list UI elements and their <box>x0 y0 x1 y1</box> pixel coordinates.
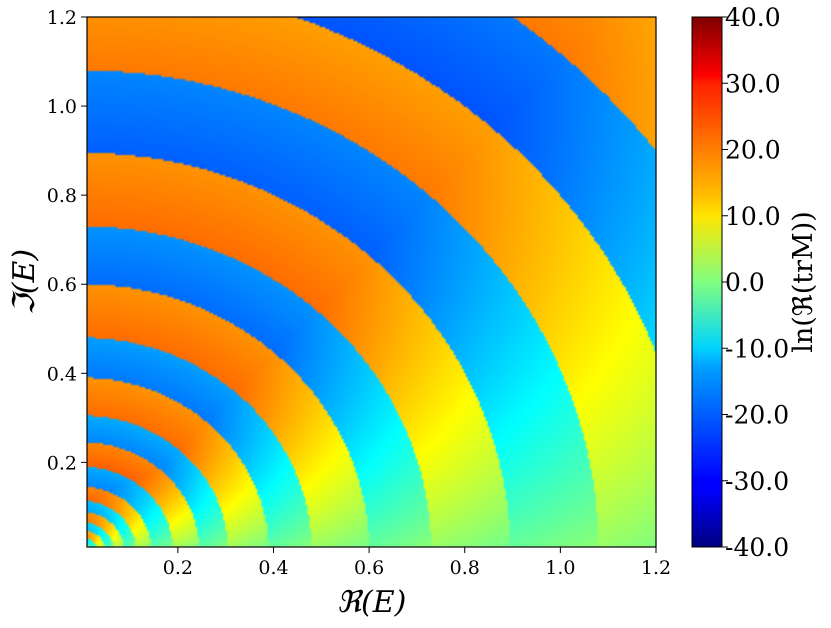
colorbar-ticks: -40.0 -30.0 -20.0 -10.0 0.0 10.0 20.0 30.0 40.0 <box>722 3 789 562</box>
y-tick-label: 0.2 <box>47 452 77 474</box>
x-tick-label: 1.2 <box>641 557 671 579</box>
colorbar-gradient <box>691 16 723 548</box>
x-axis: 0.2 0.4 0.6 0.8 1.0 1.2 <box>163 547 671 579</box>
colorbar-label: ln(ℜ(trM)) <box>788 211 819 353</box>
x-tick-label: 0.2 <box>163 557 193 579</box>
y-tick-label: 0.6 <box>47 274 77 296</box>
colorbar-tick-label: 30.0 <box>725 69 781 98</box>
colorbar: -40.0-30.0-20.0-10.00.010.020.030.040.0 … <box>691 3 819 562</box>
x-axis-label: ℜ(E) <box>337 585 407 620</box>
plot-frame <box>86 16 657 548</box>
colorbar-tick-label: -20.0 <box>725 401 789 430</box>
y-tick-label: 0.4 <box>47 363 77 385</box>
plot-area <box>86 16 657 548</box>
colorbar-tick-label: 0.0 <box>725 268 765 297</box>
colorbar-tick-label: -40.0 <box>725 533 789 562</box>
x-tick-label: 1.0 <box>545 557 575 579</box>
y-axis-label: ℑ(E) <box>7 249 42 315</box>
y-tick-label: 1.2 <box>47 7 77 29</box>
x-tick-label: 0.4 <box>258 557 288 579</box>
y-tick-label: 1.0 <box>47 96 77 118</box>
colorbar-tick-label: 10.0 <box>725 202 781 231</box>
y-tick-label: 0.8 <box>47 185 77 207</box>
x-tick-label: 0.6 <box>354 557 384 579</box>
x-tick-label: 0.8 <box>450 557 480 579</box>
colorbar-tick-label: 20.0 <box>725 136 781 165</box>
colorbar-tick-label: -30.0 <box>725 467 789 496</box>
y-axis: 0.2 0.4 0.6 0.8 1.0 1.2 <box>47 7 87 474</box>
colorbar-tick-label: -10.0 <box>725 334 789 363</box>
colorbar-tick-label: 40.0 <box>725 3 781 32</box>
heatmap-image <box>87 17 656 547</box>
